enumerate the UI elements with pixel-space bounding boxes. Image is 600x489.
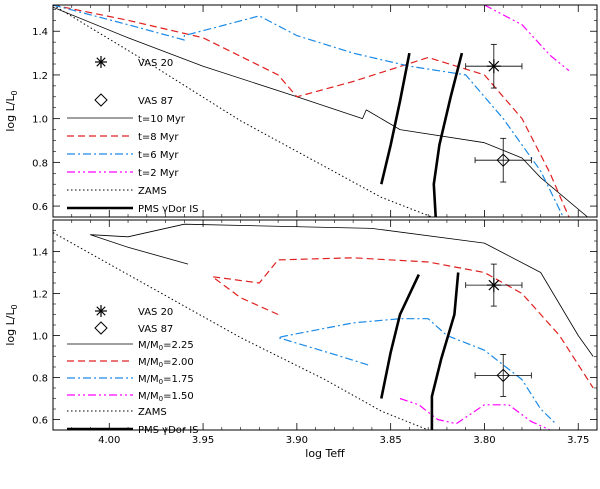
series-m-m0-1-50 (399, 397, 551, 430)
legend-value: =1.50 (163, 391, 194, 402)
y-tick-label: 1.0 (32, 332, 48, 343)
diamond-marker-icon (496, 368, 510, 383)
legend-top: VAS 20 VAS 87 t=10 Myr t=8 Myr t=6 Myr t=2 My… (67, 56, 199, 215)
series-t-10-myr (53, 6, 588, 217)
legend-label: ZAMS (138, 186, 167, 197)
legend-label: M/M0=1.50 (138, 391, 194, 403)
asterisk-marker-icon (488, 279, 500, 291)
series-m-m0-1-75 (277, 318, 557, 425)
legend-label: PMS γDor IS (138, 425, 199, 436)
legend-label: ZAMS (138, 407, 167, 418)
series-zams (53, 5, 433, 217)
y-tick-label: 0.6 (32, 202, 48, 213)
legend-label: VAS 87 (138, 324, 173, 335)
x-tick-label: 3.75 (567, 435, 589, 446)
series-m-m0-2-25 (90, 223, 594, 357)
legend-asterisk-icon (96, 306, 106, 316)
y-tick-label: 1.4 (32, 248, 48, 259)
series-pms-dor-is-blue-edge- (380, 274, 420, 399)
legend-diamond-icon (94, 321, 108, 335)
plot-frame (52, 4, 598, 218)
y-axis-label: log L/L0 (4, 90, 19, 131)
legend-label: VAS 87 (138, 96, 173, 107)
legend-label: PMS γDor IS (138, 204, 199, 215)
asterisk-marker-icon (488, 60, 500, 72)
legend-diamond-icon (94, 93, 108, 107)
legend-label: M/M0=2.00 (138, 357, 194, 369)
legend-subscript: 0 (159, 395, 163, 403)
legend-subscript: 0 (159, 344, 163, 352)
y-tick-label: 1.4 (32, 27, 48, 38)
legend-value: =2.25 (163, 340, 194, 351)
panel-top: 0.6 0.8 1.0 1.2 1.4 log L/L0 VAS 20 VAS 87 t=10 … (4, 4, 598, 218)
series-zams (53, 232, 429, 430)
y-axis-label: log L/L0 (4, 304, 19, 345)
y-tick-label: 1.0 (32, 115, 48, 126)
legend-value: =2.00 (163, 357, 194, 368)
legend-value: =1.75 (163, 374, 194, 385)
star-vas-87 (474, 353, 532, 397)
legend-label: VAS 20 (138, 307, 173, 318)
series-t-8-myr (53, 5, 570, 217)
plot-area-top (53, 5, 588, 217)
legend-label: t=8 Myr (138, 132, 179, 143)
plot-area-bottom (53, 223, 594, 430)
star-vas-87 (474, 137, 532, 183)
star-vas-20 (465, 263, 523, 307)
x-tick-label: 3.80 (473, 435, 495, 446)
panel-bottom: 0.6 0.8 1.0 1.2 1.4 4.00 3.95 3.90 3.85 3.80 3.75 l… (4, 219, 598, 460)
x-tick-label: 3.85 (380, 435, 402, 446)
series-t-2-myr (484, 5, 570, 72)
diamond-marker-icon (496, 153, 510, 167)
series-m-m0-2-00 (211, 257, 594, 389)
series-pms-dor-is-red-edge- (432, 52, 464, 217)
series-t-6-myr (53, 5, 564, 217)
y-axis-label-subscript: 0 (10, 90, 19, 95)
star-vas-20 (465, 43, 523, 89)
x-tick-label: 3.95 (192, 435, 214, 446)
x-tick-label: 3.90 (286, 435, 308, 446)
legend-subscript: 0 (159, 361, 163, 369)
x-tick-label: 4.00 (98, 435, 120, 446)
y-axis-label-subscript: 0 (10, 304, 19, 309)
x-axis-label: log Teff (305, 447, 345, 460)
legend-label: t=6 Myr (138, 150, 179, 161)
plot-frame (52, 219, 598, 431)
y-tick-label: 0.6 (32, 416, 48, 427)
legend-subscript: 0 (159, 378, 163, 386)
legend-asterisk-icon (96, 57, 106, 67)
legend-label: VAS 20 (138, 58, 173, 69)
legend-bottom: VAS 20 VAS 87 M/M0=2.25 M/M0=2.00 M/M0=1.75 M… (67, 305, 199, 436)
series-pms-dor-is-blue-edge- (380, 52, 411, 185)
y-tick-label: 1.2 (32, 71, 48, 82)
legend-label: t=10 Myr (138, 114, 186, 125)
legend-label: t=2 Myr (138, 168, 179, 179)
y-tick-label: 0.8 (32, 158, 48, 169)
y-tick-label: 0.8 (32, 374, 48, 385)
y-tick-label: 1.2 (32, 290, 48, 301)
legend-label: M/M0=1.75 (138, 374, 194, 386)
legend-label: M/M0=2.25 (138, 340, 194, 352)
series-pms-dor-is-red-edge- (430, 272, 460, 430)
